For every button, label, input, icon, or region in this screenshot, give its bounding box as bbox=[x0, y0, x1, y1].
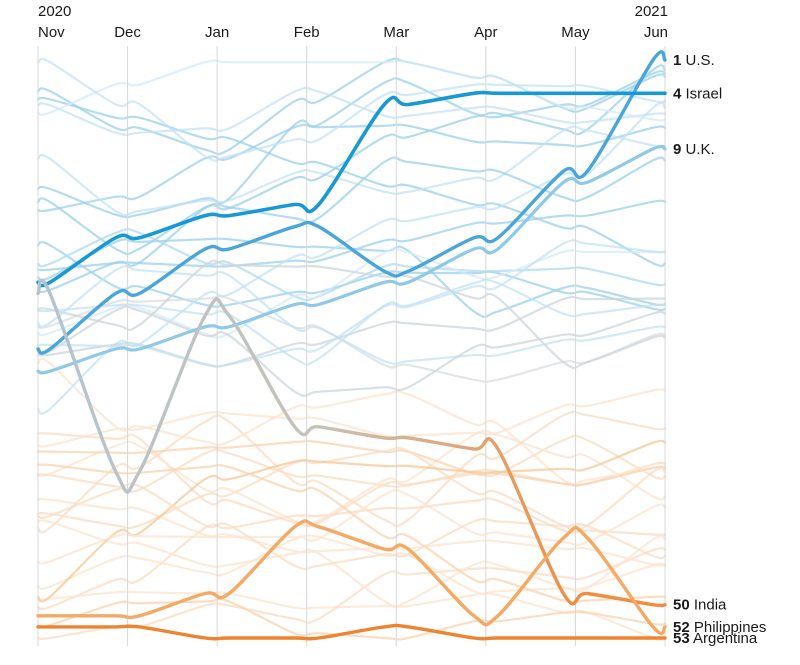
background-line bbox=[36, 64, 667, 219]
series-line-u-s bbox=[36, 50, 667, 355]
x-tick-label-feb: Feb bbox=[294, 24, 320, 41]
background-line bbox=[36, 58, 667, 162]
x-tick-label-dec: Dec bbox=[114, 24, 141, 41]
year-label-end: 2021 bbox=[635, 3, 668, 20]
year-label-start: 2020 bbox=[38, 3, 71, 20]
x-axis-labels: 2020 2021 Nov Dec Jan Feb Mar Apr May Jun bbox=[38, 3, 668, 41]
background-line bbox=[36, 57, 667, 156]
background-line bbox=[36, 410, 667, 534]
background-line bbox=[36, 497, 667, 611]
highlighted-series bbox=[36, 50, 667, 641]
background-line bbox=[36, 237, 667, 318]
series-label-argentina: 53 Argentina bbox=[673, 630, 758, 647]
background-line bbox=[36, 533, 667, 595]
x-tick-label-may: May bbox=[561, 24, 590, 41]
background-line bbox=[36, 305, 667, 398]
x-tick-label-jan: Jan bbox=[205, 24, 229, 41]
background-line bbox=[36, 429, 667, 527]
series-label-u-s: 1 U.S. bbox=[673, 52, 715, 69]
background-line bbox=[36, 239, 667, 368]
background-line bbox=[36, 357, 667, 486]
background-line bbox=[36, 199, 667, 272]
background-line bbox=[36, 156, 667, 256]
series-line-israel bbox=[36, 90, 667, 288]
x-tick-label-apr: Apr bbox=[474, 24, 497, 41]
x-tick-label-jun: Jun bbox=[644, 24, 668, 41]
series-line-philippines bbox=[36, 519, 667, 636]
series-line-argentina bbox=[36, 623, 667, 641]
series-label-india: 50 India bbox=[673, 597, 727, 614]
series-line-india bbox=[36, 278, 667, 608]
series-label-u-k: 9 U.K. bbox=[673, 141, 715, 158]
background-line bbox=[36, 278, 667, 366]
background-line bbox=[36, 125, 667, 217]
background-line bbox=[36, 432, 667, 528]
background-line bbox=[36, 439, 667, 603]
x-tick-label-nov: Nov bbox=[38, 24, 65, 41]
series-labels: 1 U.S. 4 Israel 9 U.K. 50 India 52 Philippin… bbox=[673, 52, 766, 647]
series-label-israel: 4 Israel bbox=[673, 85, 722, 102]
background-line bbox=[36, 259, 667, 370]
series-line-u-k bbox=[36, 144, 667, 375]
series-label-philippines: 52 Philippines bbox=[673, 619, 766, 636]
background-line bbox=[36, 446, 667, 532]
x-tick-label-mar: Mar bbox=[383, 24, 409, 41]
